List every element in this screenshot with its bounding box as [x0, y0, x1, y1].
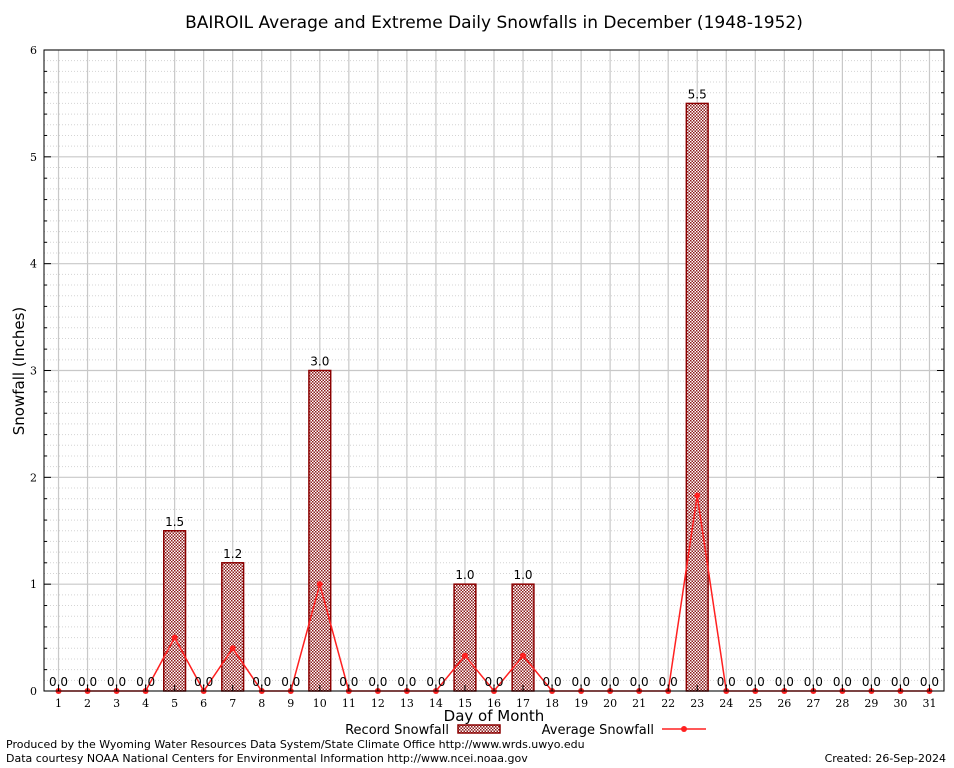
- legend-record-swatch: [457, 724, 501, 734]
- x-tick-label-25: 25: [748, 697, 762, 710]
- y-tick-label-6: 6: [30, 44, 37, 57]
- footer-created: Created: 26-Sep-2024: [825, 752, 946, 765]
- legend-average-marker: [681, 726, 687, 732]
- bar-day-17: [511, 583, 535, 692]
- bar-label-day-16: 0.0: [484, 675, 503, 689]
- bar-label-day-19: 0.0: [572, 675, 591, 689]
- x-tick-label-24: 24: [719, 697, 733, 710]
- x-tick-label-14: 14: [429, 697, 443, 710]
- x-tick-label-30: 30: [893, 697, 907, 710]
- bar-label-day-30: 0.0: [891, 675, 910, 689]
- bar-label-day-27: 0.0: [804, 675, 823, 689]
- bar-label-day-11: 0.0: [339, 675, 358, 689]
- x-tick-label-8: 8: [258, 697, 265, 710]
- axes: [43, 49, 945, 692]
- y-tick-label-4: 4: [30, 258, 37, 271]
- legend: Record Snowfall Average Snowfall: [345, 723, 706, 738]
- bar-label-day-6: 0.0: [194, 675, 213, 689]
- x-tick-label-4: 4: [142, 697, 149, 710]
- bar-label-day-24: 0.0: [717, 675, 736, 689]
- x-tick-label-27: 27: [806, 697, 820, 710]
- x-tick-label-9: 9: [287, 697, 294, 710]
- bar-day-15: [453, 583, 477, 692]
- x-tick-label-6: 6: [200, 697, 207, 710]
- bar-label-day-10: 3.0: [310, 355, 329, 369]
- average-point-day-5: [171, 634, 178, 641]
- y-tick-label-1: 1: [30, 578, 37, 591]
- bar-label-day-13: 0.0: [397, 675, 416, 689]
- x-tick-label-5: 5: [171, 697, 178, 710]
- bar-label-day-22: 0.0: [659, 675, 678, 689]
- bar-day-23: [685, 102, 709, 692]
- bar-labels: 0.0 0.0 0.0 0.0 1.5 0.0 1.2 0.0 0.0 3.0 0.0 0.0 0.0 0…: [49, 87, 939, 689]
- bar-label-day-29: 0.0: [862, 675, 881, 689]
- bar-label-day-20: 0.0: [601, 675, 620, 689]
- bar-label-day-31: 0.0: [920, 675, 939, 689]
- x-tick-label-3: 3: [113, 697, 120, 710]
- y-tick-label-2: 2: [30, 471, 37, 484]
- footer-courtesy: Data courtesy NOAA National Centers for …: [6, 752, 528, 765]
- x-tick-label-23: 23: [690, 697, 704, 710]
- x-tick-label-29: 29: [864, 697, 878, 710]
- bar-label-day-28: 0.0: [833, 675, 852, 689]
- bar-label-day-15: 1.0: [455, 568, 474, 582]
- bar-label-day-17: 1.0: [513, 568, 532, 582]
- x-tick-label-12: 12: [371, 697, 385, 710]
- chart-title: BAIROIL Average and Extreme Daily Snowfa…: [185, 13, 803, 33]
- bar-label-day-26: 0.0: [775, 675, 794, 689]
- x-tick-label-15: 15: [458, 697, 472, 710]
- x-tick-label-26: 26: [777, 697, 791, 710]
- average-point-day-7: [229, 645, 236, 652]
- x-tick-label-19: 19: [574, 697, 588, 710]
- x-tick-label-1: 1: [55, 697, 62, 710]
- average-point-day-15: [461, 652, 468, 659]
- x-tick-label-11: 11: [342, 697, 356, 710]
- bars: [163, 102, 709, 692]
- bar-day-7: [221, 562, 245, 692]
- bar-label-day-18: 0.0: [543, 675, 562, 689]
- legend-average-label: Average Snowfall: [542, 723, 654, 738]
- y-axis-label: Snowfall (Inches): [10, 307, 28, 435]
- x-tick-label-21: 21: [632, 697, 646, 710]
- bar-label-day-23: 5.5: [688, 87, 707, 101]
- x-tick-label-10: 10: [313, 697, 327, 710]
- y-tick-labels: 0 1 2 3 4 5 6: [30, 44, 37, 698]
- legend-record-label: Record Snowfall: [345, 723, 449, 738]
- x-tick-label-20: 20: [603, 697, 617, 710]
- x-tick-labels: 1 2 3 4 5 6 7 8 9 10 11 12 13 14 15 16 17 18 19 20 21 22 23 24 2…: [55, 697, 936, 710]
- bar-label-day-4: 0.0: [136, 675, 155, 689]
- bar-label-day-12: 0.0: [368, 675, 387, 689]
- y-tick-label-0: 0: [30, 685, 37, 698]
- bar-label-day-7: 1.2: [223, 547, 242, 561]
- x-tick-label-17: 17: [516, 697, 530, 710]
- bar-label-day-21: 0.0: [630, 675, 649, 689]
- x-tick-label-18: 18: [545, 697, 559, 710]
- bar-label-day-1: 0.0: [49, 675, 68, 689]
- y-tick-label-5: 5: [30, 151, 37, 164]
- x-tick-label-13: 13: [400, 697, 414, 710]
- x-tick-label-2: 2: [84, 697, 91, 710]
- bar-label-day-25: 0.0: [746, 675, 765, 689]
- x-tick-label-31: 31: [922, 697, 936, 710]
- average-point-day-10: [316, 581, 323, 588]
- bar-day-5: [163, 530, 187, 692]
- bar-label-day-8: 0.0: [252, 675, 271, 689]
- footer-produced-by: Produced by the Wyoming Water Resources …: [6, 738, 585, 751]
- bar-label-day-3: 0.0: [107, 675, 126, 689]
- bar-label-day-5: 1.5: [165, 515, 184, 529]
- x-tick-label-7: 7: [229, 697, 236, 710]
- bar-day-10: [308, 369, 332, 692]
- average-point-day-23: [694, 492, 701, 499]
- x-tick-label-22: 22: [661, 697, 675, 710]
- x-axis-label: Day of Month: [444, 707, 545, 725]
- x-tick-label-16: 16: [487, 697, 501, 710]
- average-point-day-17: [520, 652, 527, 659]
- bar-label-day-14: 0.0: [426, 675, 445, 689]
- x-tick-label-28: 28: [835, 697, 849, 710]
- y-tick-label-3: 3: [30, 365, 37, 378]
- bar-label-day-9: 0.0: [281, 675, 300, 689]
- bar-label-day-2: 0.0: [78, 675, 97, 689]
